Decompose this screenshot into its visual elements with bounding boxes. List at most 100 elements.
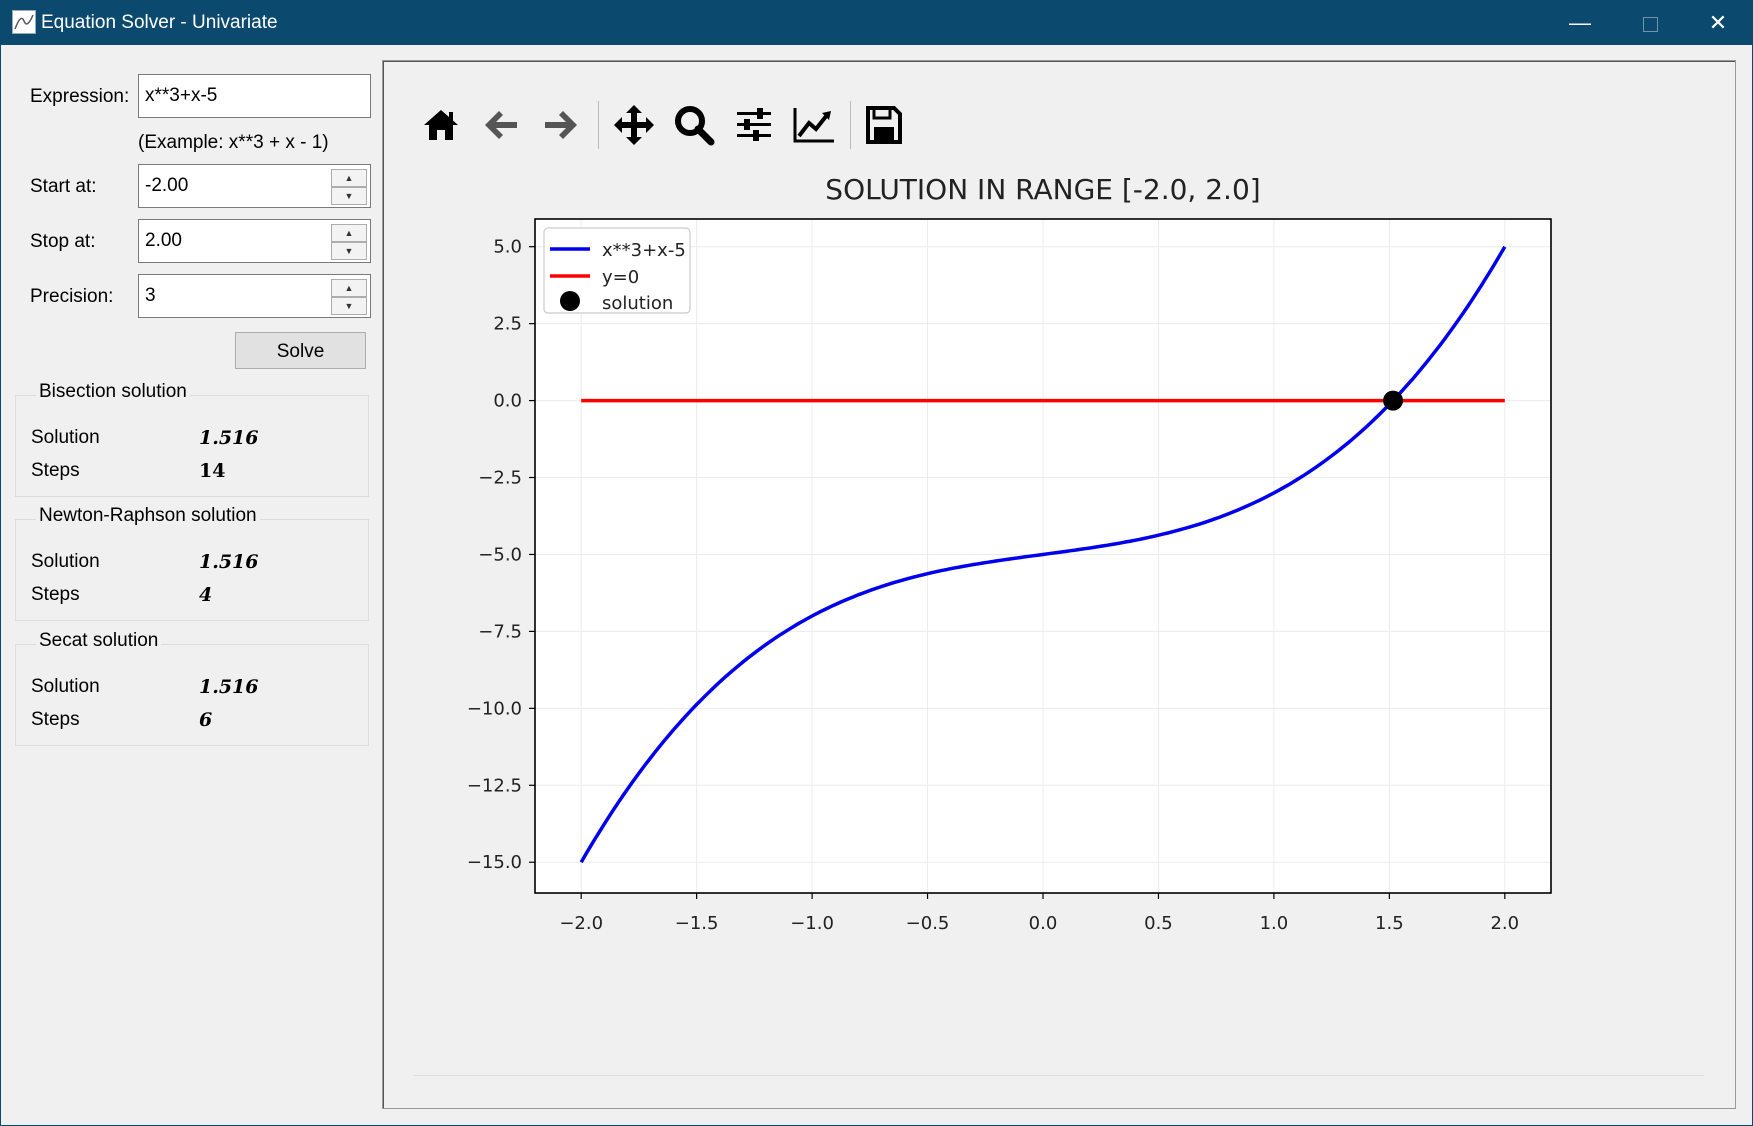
solution-point <box>1383 390 1404 411</box>
chevron-down-icon: ▼ <box>344 191 354 201</box>
subplots-config-icon <box>737 108 771 141</box>
maximize-button[interactable] <box>1615 0 1685 45</box>
back-arrow-icon <box>485 111 517 139</box>
pan-icon <box>614 105 654 145</box>
steps-label: Steps <box>31 709 80 730</box>
solve-button[interactable]: Solve <box>235 332 366 369</box>
app-icon <box>12 10 36 34</box>
save-button[interactable] <box>858 95 910 155</box>
legend-swatch-solution <box>560 291 580 311</box>
x-tick-label: −1.5 <box>675 913 719 934</box>
precision-spinbox[interactable]: 3 ▲ ▼ <box>138 274 371 318</box>
home-icon <box>424 110 458 140</box>
series-line-curve <box>579 245 1507 864</box>
precision-value: 3 <box>145 285 156 306</box>
start-label: Start at: <box>30 176 97 197</box>
bisection-steps-value: 14 <box>199 460 226 482</box>
bisection-group: Bisection solution Solution 1.516 Steps … <box>15 381 369 497</box>
steps-label: Steps <box>31 584 80 605</box>
zoom-icon <box>675 106 715 146</box>
chevron-up-icon: ▲ <box>344 228 354 238</box>
title-bar: Equation Solver - Univariate — ✕ <box>0 0 1753 45</box>
newton-steps-value: 4 <box>199 584 213 606</box>
secant-group: Secat solution Solution 1.516 Steps 6 <box>15 630 369 746</box>
solution-label: Solution <box>31 551 100 572</box>
minimize-button[interactable]: — <box>1545 0 1615 45</box>
close-icon: ✕ <box>1708 10 1728 35</box>
start-spin-down-button[interactable]: ▼ <box>331 187 367 205</box>
group-title: Newton-Raphson solution <box>36 505 260 527</box>
x-tick-label: −2.0 <box>559 913 603 934</box>
x-tick-label: 0.5 <box>1144 913 1173 934</box>
start-spin-up-button[interactable]: ▲ <box>331 169 367 187</box>
pan-button[interactable] <box>608 95 660 155</box>
precision-spin-up-button[interactable]: ▲ <box>331 279 367 297</box>
toolbar-separator <box>850 101 851 149</box>
y-tick-label: −7.5 <box>478 621 522 642</box>
plot-toolbar <box>415 95 915 155</box>
forward-arrow-icon <box>545 111 577 139</box>
close-button[interactable]: ✕ <box>1683 0 1753 45</box>
x-tick-label: −1.0 <box>790 913 834 934</box>
legend-label: x**3+x-5 <box>602 240 686 261</box>
stop-label: Stop at: <box>30 231 96 252</box>
solution-label: Solution <box>31 676 100 697</box>
chevron-down-icon: ▼ <box>344 246 354 256</box>
y-tick-label: −15.0 <box>467 852 522 873</box>
minimize-icon: — <box>1569 10 1591 35</box>
stop-spin-up-button[interactable]: ▲ <box>331 224 367 242</box>
secant-solution-value: 1.516 <box>199 676 259 698</box>
start-value: -2.00 <box>145 175 189 196</box>
solution-label: Solution <box>31 427 100 448</box>
save-icon <box>866 106 902 144</box>
x-tick-label: 0.0 <box>1029 913 1058 934</box>
precision-label: Precision: <box>30 286 114 307</box>
forward-button[interactable] <box>535 95 587 155</box>
maximize-icon <box>1642 16 1658 32</box>
start-spin-buttons: ▲ ▼ <box>331 168 367 205</box>
window-title: Equation Solver - Univariate <box>41 12 278 33</box>
group-title: Bisection solution <box>36 381 190 403</box>
grid-lines <box>535 219 1551 893</box>
start-spinbox[interactable]: -2.00 ▲ ▼ <box>138 164 371 208</box>
secant-steps-value: 6 <box>199 709 213 731</box>
y-tick-label: −2.5 <box>478 468 522 489</box>
y-tick-label: −10.0 <box>467 698 522 719</box>
steps-label: Steps <box>31 460 80 481</box>
legend-label: y=0 <box>602 267 639 288</box>
stop-spinbox[interactable]: 2.00 ▲ ▼ <box>138 219 371 263</box>
figure-canvas[interactable]: −2.0 −1.5 −1.0 −0.5 0.0 0.5 1.0 1.5 2.0 5.0 2.5 0.0… <box>414 165 1704 1076</box>
x-tick-label: −0.5 <box>906 913 950 934</box>
expression-label: Expression: <box>30 86 130 107</box>
y-tick-label: 5.0 <box>493 237 522 258</box>
chevron-up-icon: ▲ <box>344 283 354 293</box>
edit-axis-button[interactable] <box>788 95 840 155</box>
precision-spin-down-button[interactable]: ▼ <box>331 297 367 315</box>
home-button[interactable] <box>415 95 467 155</box>
chevron-up-icon: ▲ <box>344 173 354 183</box>
y-tick-label: −12.5 <box>467 775 522 796</box>
series-layer <box>579 245 1507 864</box>
chart-svg: −2.0 −1.5 −1.0 −0.5 0.0 0.5 1.0 1.5 2.0 5.0 2.5 0.0… <box>467 173 1552 934</box>
stop-value: 2.00 <box>145 230 182 251</box>
expression-input[interactable] <box>138 74 371 118</box>
newton-solution-value: 1.516 <box>199 551 259 573</box>
y-tick-label: 2.5 <box>493 314 522 335</box>
x-tick-label: 2.0 <box>1490 913 1519 934</box>
legend: x**3+x-5 y=0 solution <box>543 227 691 314</box>
plot-panel <box>382 60 1736 1109</box>
example-hint: (Example: x**3 + x - 1) <box>138 132 329 153</box>
back-button[interactable] <box>475 95 527 155</box>
x-tick-label: 1.5 <box>1375 913 1404 934</box>
zoom-button[interactable] <box>668 95 720 155</box>
chart-title: SOLUTION IN RANGE [-2.0, 2.0] <box>825 173 1260 206</box>
stop-spin-down-button[interactable]: ▼ <box>331 242 367 260</box>
legend-label: solution <box>602 293 673 314</box>
stop-spin-buttons: ▲ ▼ <box>331 223 367 260</box>
y-tick-label: 0.0 <box>493 391 522 412</box>
axis-ticks: −2.0 −1.5 −1.0 −0.5 0.0 0.5 1.0 1.5 2.0 5.0 2.5 0.0… <box>467 237 1519 934</box>
chevron-down-icon: ▼ <box>344 301 354 311</box>
group-title: Secat solution <box>36 630 162 652</box>
subplots-button[interactable] <box>728 95 780 155</box>
toolbar-separator <box>598 101 599 149</box>
